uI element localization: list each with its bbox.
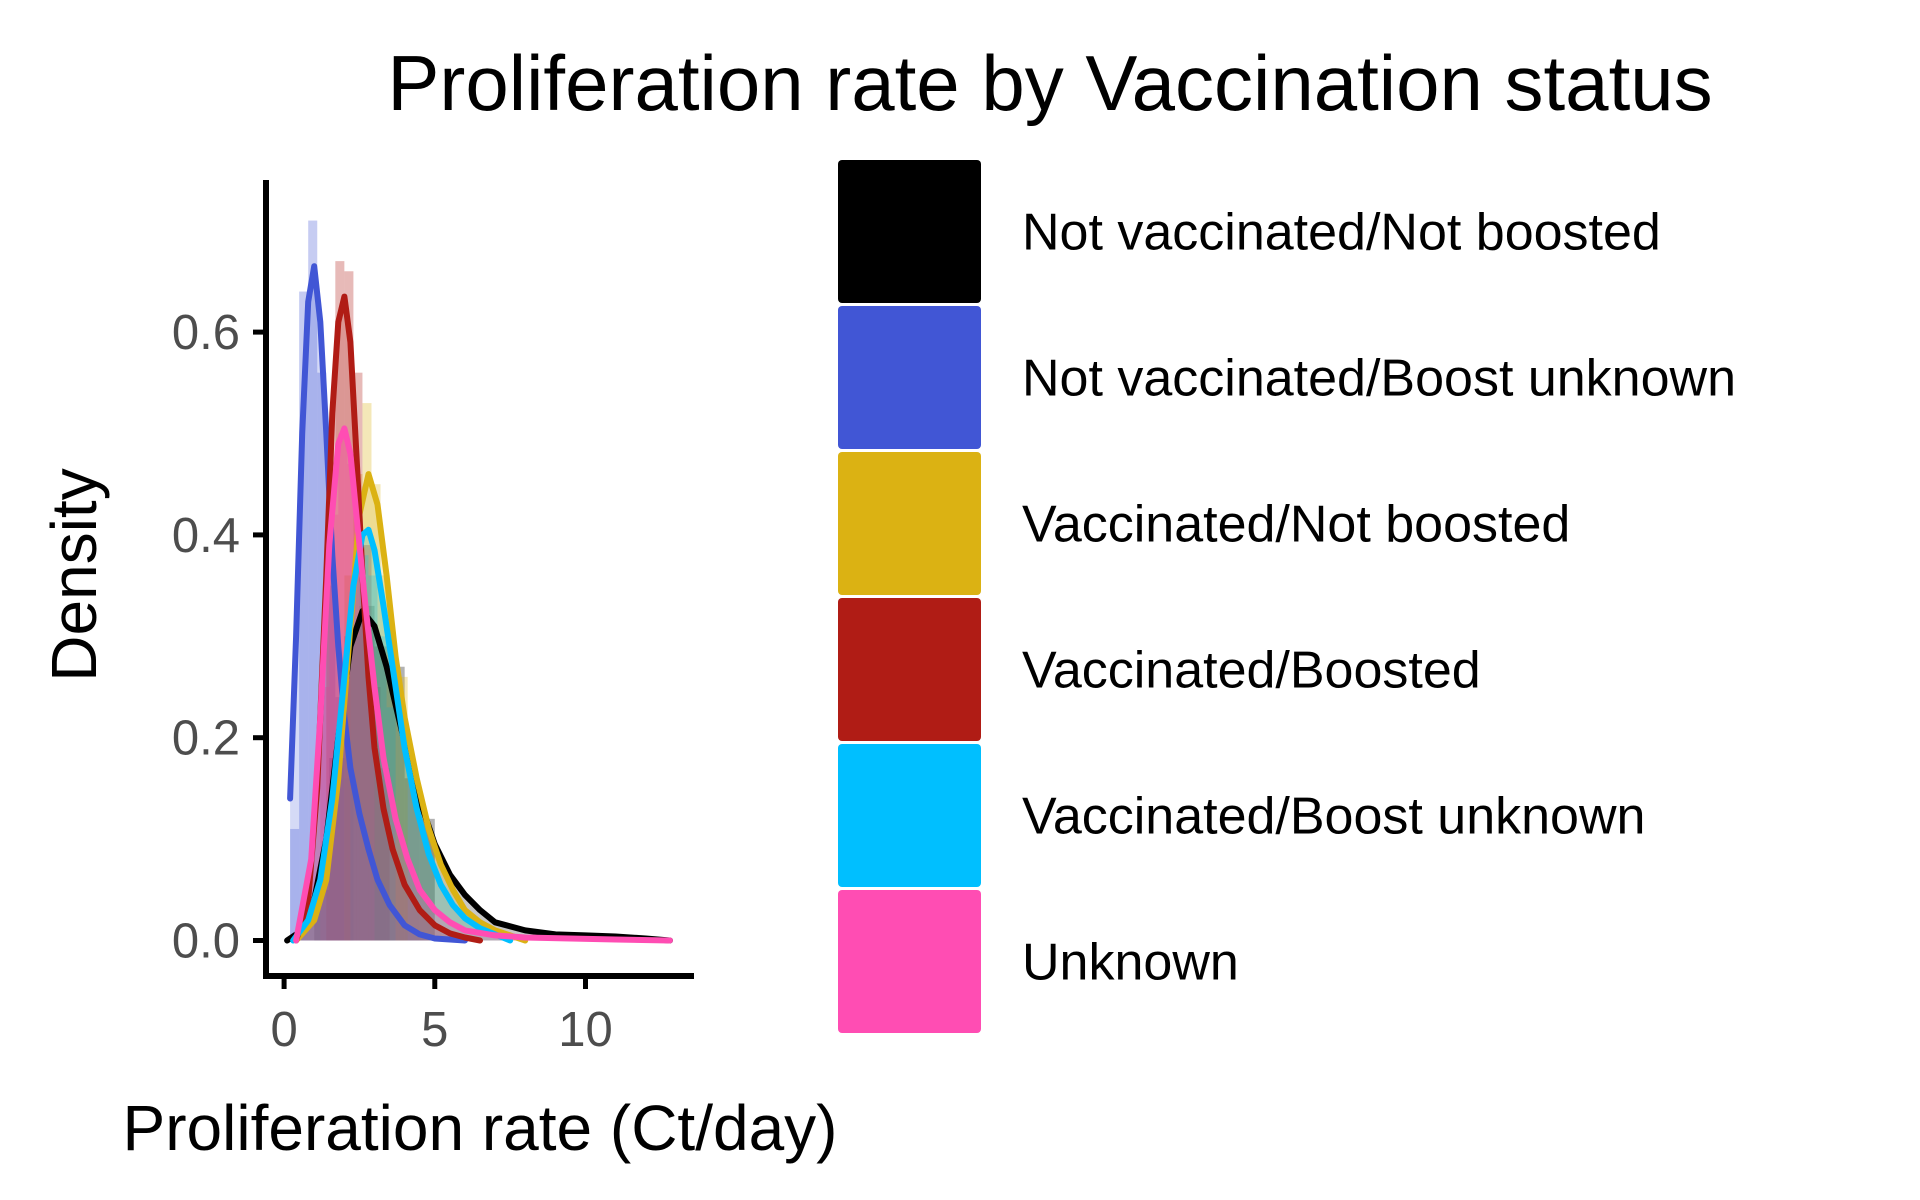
histogram-bar: [290, 828, 300, 941]
x-axis-title: Proliferation rate (Ct/day): [123, 1092, 838, 1164]
histogram-bar: [365, 646, 375, 941]
density-curve: [293, 471, 529, 944]
y-tick-label: 0.2: [172, 712, 240, 766]
histogram-bar: [386, 707, 396, 941]
plot-panel: [284, 220, 673, 944]
x-tick-label: 10: [558, 1003, 613, 1057]
density-curve: [293, 425, 673, 944]
legend-label: Unknown: [1022, 934, 1239, 992]
legend-label: Vaccinated/Boost unknown: [1022, 788, 1645, 846]
histogram-bar: [353, 372, 363, 941]
legend: Not vaccinated/Not boosted Not vaccinated…: [838, 160, 1736, 1033]
histogram-bar: [371, 687, 381, 941]
legend-label: Not vaccinated/Not boosted: [1022, 204, 1661, 262]
density-area: [287, 611, 670, 941]
histogram-bar: [329, 514, 339, 941]
histogram-bar: [308, 220, 318, 941]
x-tick-label: 5: [421, 1003, 448, 1057]
density-area: [296, 428, 670, 941]
legend-key: [838, 452, 981, 595]
density-curve: [290, 526, 514, 944]
x-tick-label: 0: [270, 1003, 297, 1057]
histogram-bar: [344, 778, 354, 941]
y-tick-label: 0.0: [172, 915, 240, 969]
y-axis-title: Density: [38, 468, 110, 681]
density-curve-layer: [284, 263, 673, 944]
legend-key: [838, 744, 981, 887]
histogram-bar: [347, 463, 357, 941]
legend-key: [838, 306, 981, 449]
legend-key: [838, 598, 981, 741]
axis-lines: [263, 180, 694, 979]
histogram-bar: [320, 687, 330, 941]
histogram-bar: [335, 697, 345, 941]
legend-label: Vaccinated/Not boosted: [1022, 496, 1570, 554]
x-axis-ticks: 0 5 10: [270, 976, 613, 1057]
histogram-bar: [362, 545, 372, 941]
y-tick-label: 0.6: [172, 306, 240, 360]
histogram-bar: [356, 555, 366, 941]
histogram-bar: [335, 261, 345, 941]
legend-label: Not vaccinated/Boost unknown: [1022, 350, 1736, 408]
legend-label: Vaccinated/Boosted: [1022, 642, 1481, 700]
histogram-bar: [398, 676, 408, 941]
histogram-bar: [326, 585, 336, 941]
histogram-bar: [326, 504, 336, 941]
histogram-bar: [359, 555, 369, 941]
y-tick-label: 0.4: [172, 509, 240, 563]
chart-title: Proliferation rate by Vaccination status: [387, 39, 1712, 127]
y-axis-ticks: 0.0 0.2 0.4 0.6: [172, 306, 266, 969]
legend-key: [838, 160, 981, 303]
histogram-bar: [353, 474, 363, 941]
legend-key: [838, 890, 981, 1033]
density-curve: [287, 263, 468, 944]
histogram-bar: [380, 768, 390, 941]
density-area: [296, 296, 480, 941]
histogram-bar: [299, 291, 309, 941]
